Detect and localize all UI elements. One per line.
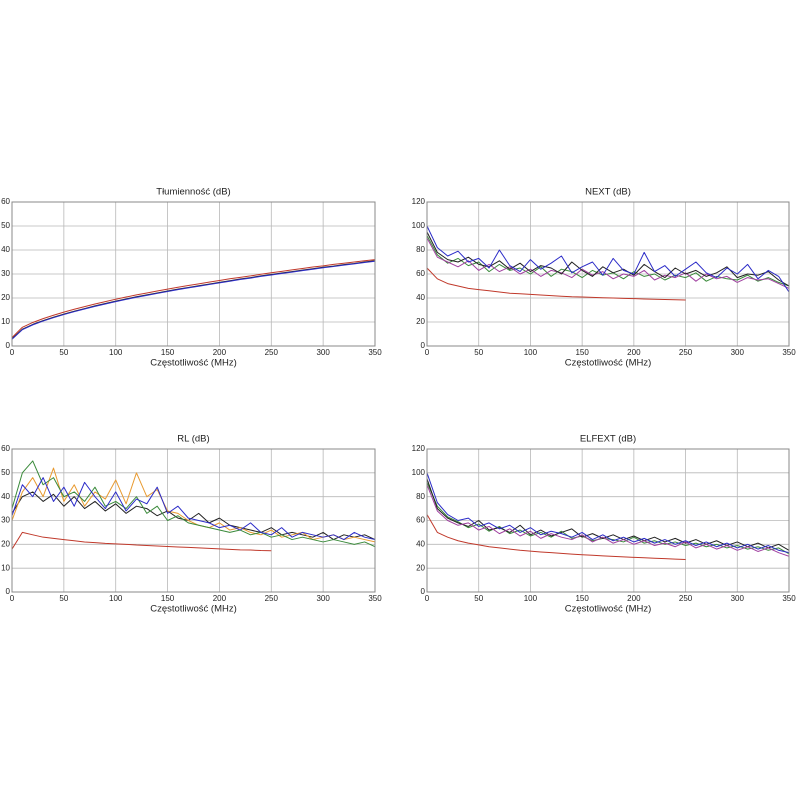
x-tick-label: 350 — [782, 348, 796, 357]
y-tick-label: 30 — [1, 516, 10, 525]
series-line — [427, 484, 789, 557]
plot-frame — [11, 201, 376, 347]
x-tick-label: 150 — [161, 594, 175, 603]
y-tick-label: 80 — [416, 245, 425, 254]
y-tick-label: 40 — [416, 539, 425, 548]
y-tick-label: 50 — [1, 221, 10, 230]
x-tick-label: 200 — [627, 594, 641, 603]
chart-title: RL (dB) — [177, 434, 209, 445]
y-tick-label: 30 — [1, 269, 10, 278]
x-tick-label: 250 — [265, 594, 279, 603]
x-tick-label: 100 — [109, 594, 123, 603]
x-tick-label: 250 — [679, 348, 693, 357]
chart-title: ELFEXT (dB) — [580, 434, 636, 445]
x-tick-label: 100 — [524, 594, 538, 603]
series-line — [12, 531, 272, 552]
plot-frame — [426, 448, 790, 593]
y-tick-label: 60 — [416, 269, 425, 278]
x-tick-label: 200 — [213, 594, 227, 603]
x-tick-label: 150 — [575, 348, 589, 357]
y-tick-label: 50 — [1, 468, 10, 477]
series-line — [427, 235, 789, 287]
y-tick-label: 100 — [412, 468, 426, 477]
x-tick-label: 150 — [161, 348, 175, 357]
y-tick-label: 0 — [421, 587, 426, 596]
chart: 0 50 100 150 200 250 300 350 0 20 40 60 80 100 120 ELFE… — [412, 434, 797, 615]
y-tick-label: 120 — [412, 444, 426, 453]
y-tick-label: 80 — [416, 492, 425, 501]
x-tick-label: 200 — [213, 348, 227, 357]
y-tick-label: 20 — [1, 539, 10, 548]
x-tick-label: 350 — [368, 348, 382, 357]
series-line — [427, 267, 686, 301]
chart: 0 50 100 150 200 250 300 350 0 20 40 60 80 100 120 NEXT… — [412, 187, 797, 369]
x-tick-label: 300 — [731, 348, 745, 357]
series-line — [427, 472, 789, 554]
x-tick-label: 50 — [474, 348, 483, 357]
x-tick-label: 350 — [782, 594, 796, 603]
y-tick-label: 20 — [1, 293, 10, 302]
chart-title: Tłumienność (dB) — [156, 187, 230, 198]
x-tick-label: 150 — [575, 594, 589, 603]
x-tick-label: 300 — [316, 594, 330, 603]
y-tick-label: 10 — [1, 317, 10, 326]
plot-frame — [426, 201, 790, 347]
x-tick-label: 0 — [10, 348, 15, 357]
chart-title: NEXT (dB) — [585, 187, 631, 198]
x-tick-label: 250 — [679, 594, 693, 603]
x-tick-label: 50 — [474, 594, 483, 603]
y-tick-label: 120 — [412, 197, 426, 206]
y-tick-label: 20 — [416, 317, 425, 326]
series-line — [427, 514, 686, 560]
series-line — [427, 478, 789, 551]
chart: 0 50 100 150 200 250 300 350 0 10 20 30 40 50 60 Tłumie… — [1, 187, 382, 369]
x-tick-label: 100 — [109, 348, 123, 357]
series-line — [12, 477, 375, 541]
y-tick-label: 20 — [416, 563, 425, 572]
series-line — [12, 260, 375, 340]
y-tick-label: 40 — [1, 492, 10, 501]
x-tick-label: 50 — [59, 594, 68, 603]
x-axis-label: Częstotliwość (MHz) — [565, 604, 652, 615]
x-tick-label: 350 — [368, 594, 382, 603]
series-line — [12, 259, 375, 338]
y-tick-label: 10 — [1, 563, 10, 572]
y-tick-label: 60 — [416, 516, 425, 525]
x-tick-label: 200 — [627, 348, 641, 357]
chart: 0 50 100 150 200 250 300 350 0 10 20 30 40 50 60 RL (dB… — [1, 434, 382, 615]
y-tick-label: 0 — [6, 341, 11, 350]
x-axis-label: Częstotliwość (MHz) — [150, 604, 237, 615]
series-line — [427, 482, 789, 555]
series-line — [12, 460, 375, 548]
plot-frame — [11, 448, 376, 593]
x-tick-label: 300 — [731, 594, 745, 603]
series-line — [427, 237, 789, 289]
x-tick-label: 0 — [425, 594, 430, 603]
series-line — [12, 491, 375, 541]
y-tick-label: 60 — [1, 197, 10, 206]
y-tick-label: 0 — [6, 587, 11, 596]
y-tick-label: 40 — [416, 293, 425, 302]
series-line — [427, 225, 789, 293]
series-line — [12, 467, 375, 543]
y-tick-label: 40 — [1, 245, 10, 254]
x-tick-label: 50 — [59, 348, 68, 357]
x-axis-label: Częstotliwość (MHz) — [150, 358, 237, 369]
x-tick-label: 250 — [265, 348, 279, 357]
x-tick-label: 300 — [316, 348, 330, 357]
x-tick-label: 0 — [10, 594, 15, 603]
y-tick-label: 100 — [412, 221, 426, 230]
x-tick-label: 0 — [425, 348, 430, 357]
y-tick-label: 60 — [1, 444, 10, 453]
y-tick-label: 0 — [421, 341, 426, 350]
x-tick-label: 100 — [524, 348, 538, 357]
x-axis-label: Częstotliwość (MHz) — [565, 358, 652, 369]
